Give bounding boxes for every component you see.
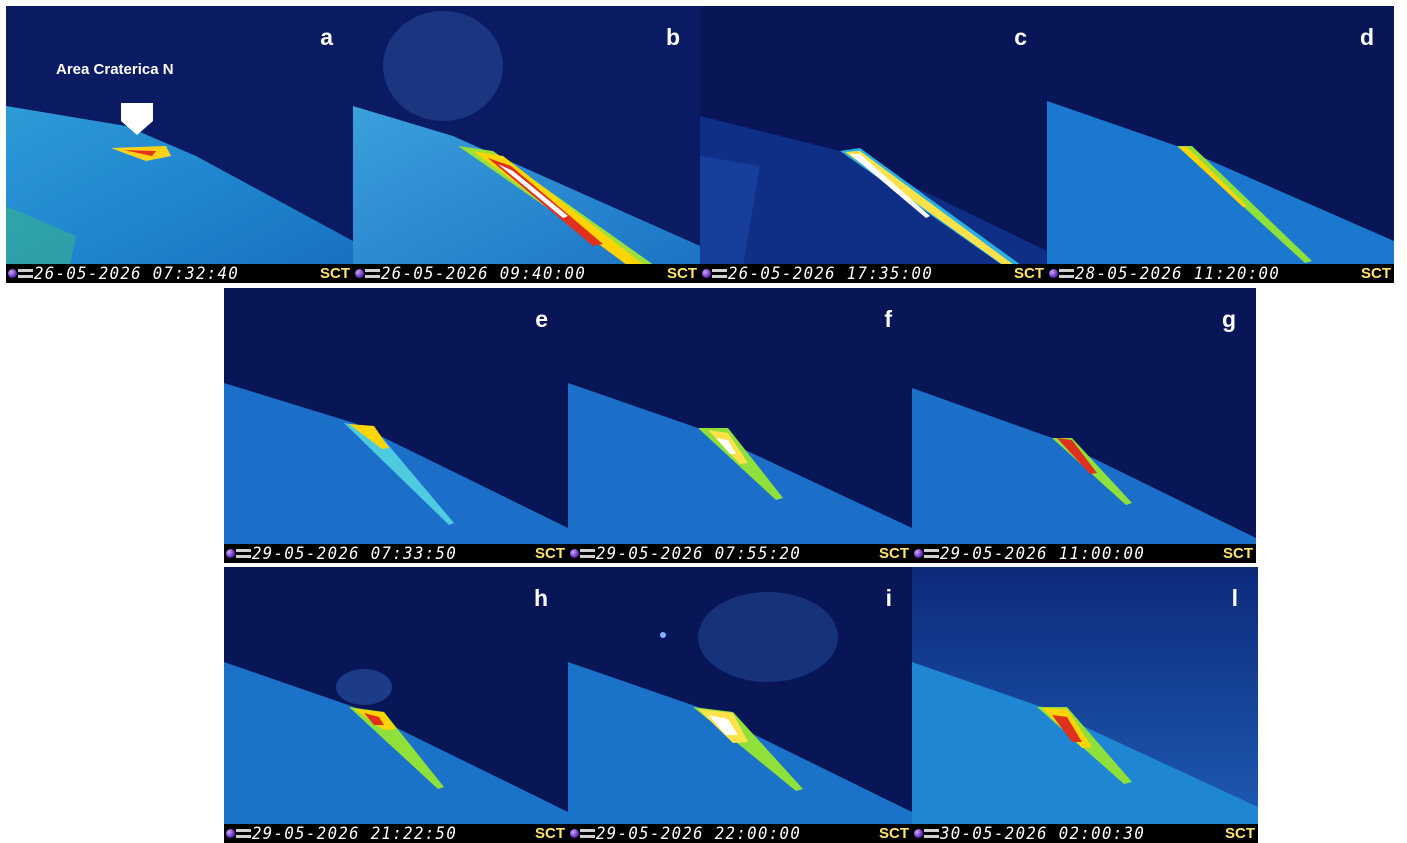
panel-letter: a [320, 24, 333, 50]
station-code: SCT [1223, 545, 1253, 562]
station-code: SCT [535, 825, 565, 842]
timestamp: 29-05-2026 22:00:00 [596, 823, 802, 843]
arrow-down-icon [121, 103, 153, 135]
timestamp-bar: 29-05-2026 22:00:00 SCT [568, 824, 912, 843]
panel-letter: c [1014, 24, 1027, 50]
thermal-image-c [700, 6, 1047, 283]
timestamp: 26-05-2026 07:32:40 [34, 263, 240, 284]
thermal-image-d [1047, 6, 1394, 283]
timestamp-bar: 26-05-2026 07:32:40 SCT [6, 264, 353, 283]
thermal-image-g [912, 288, 1256, 563]
thermal-panel-a: Area Craterica N a 26-05-2026 07:32:40 S… [6, 6, 353, 283]
ingv-logo-icon [914, 546, 940, 561]
panel-letter: b [665, 24, 680, 50]
ingv-logo-icon [8, 266, 34, 281]
timestamp-bar: 29-05-2026 07:55:20 SCT [568, 544, 912, 563]
timestamp-bar: 29-05-2026 07:33:50 SCT [224, 544, 568, 563]
station-code: SCT [1014, 265, 1044, 282]
timestamp: 30-05-2026 02:00:30 [940, 823, 1146, 843]
thermal-panel-g: g 29-05-2026 11:00:00 SCT [912, 288, 1256, 563]
station-code: SCT [667, 265, 697, 282]
timestamp-bar: 30-05-2026 02:00:30 SCT [912, 824, 1258, 843]
panel-letter: f [884, 306, 892, 332]
timestamp: 29-05-2026 07:33:50 [252, 543, 458, 564]
thermal-image-b [353, 6, 700, 283]
thermal-panel-l: l 30-05-2026 02:00:30 SCT [912, 567, 1258, 843]
ingv-logo-icon [570, 826, 596, 841]
timestamp: 29-05-2026 07:55:20 [596, 543, 802, 564]
ingv-logo-icon [355, 266, 381, 281]
ingv-logo-icon [914, 826, 940, 841]
station-code: SCT [320, 265, 350, 282]
thermal-panel-b: b 26-05-2026 09:40:00 SCT [353, 6, 700, 283]
timestamp: 26-05-2026 09:40:00 [381, 263, 587, 284]
ingv-logo-icon [226, 546, 252, 561]
thermal-panel-i: i 29-05-2026 22:00:00 SCT [568, 567, 912, 843]
ingv-logo-icon [702, 266, 728, 281]
timestamp: 29-05-2026 21:22:50 [252, 823, 458, 843]
station-code: SCT [1361, 265, 1391, 282]
ingv-logo-icon [570, 546, 596, 561]
ingv-logo-icon [226, 826, 252, 841]
timestamp-bar: 26-05-2026 17:35:00 SCT [700, 264, 1047, 283]
station-code: SCT [535, 545, 565, 562]
timestamp-bar: 29-05-2026 11:00:00 SCT [912, 544, 1256, 563]
thermal-panel-e: e 29-05-2026 07:33:50 SCT [224, 288, 568, 563]
thermal-panel-d: d 28-05-2026 11:20:00 SCT [1047, 6, 1394, 283]
thermal-image-a [6, 6, 353, 283]
panel-letter: d [1359, 24, 1374, 50]
timestamp: 29-05-2026 11:00:00 [940, 543, 1146, 564]
station-code: SCT [879, 545, 909, 562]
thermal-image-h [224, 567, 568, 843]
thermal-panel-f: f 29-05-2026 07:55:20 SCT [568, 288, 912, 563]
thermal-image-l [912, 567, 1258, 843]
panel-letter: g [1221, 306, 1236, 332]
panel-letter: e [535, 306, 548, 332]
station-code: SCT [1225, 825, 1255, 842]
panel-letter: i [885, 585, 892, 611]
timestamp-bar: 26-05-2026 09:40:00 SCT [353, 264, 700, 283]
ingv-logo-icon [1049, 266, 1075, 281]
timestamp-bar: 28-05-2026 11:20:00 SCT [1047, 264, 1394, 283]
thermal-image-f [568, 288, 912, 563]
thermal-image-i [568, 567, 912, 843]
timestamp: 28-05-2026 11:20:00 [1075, 263, 1281, 284]
station-code: SCT [879, 825, 909, 842]
timestamp: 26-05-2026 17:35:00 [728, 263, 934, 284]
thermal-panel-h: h 29-05-2026 21:22:50 SCT [224, 567, 568, 843]
timestamp-bar: 29-05-2026 21:22:50 SCT [224, 824, 568, 843]
panel-letter: l [1231, 585, 1238, 611]
thermal-image-e [224, 288, 568, 563]
panel-letter: h [533, 585, 548, 611]
crater-area-label: Area Craterica N [56, 61, 174, 78]
thermal-panel-c: c 26-05-2026 17:35:00 SCT [700, 6, 1047, 283]
